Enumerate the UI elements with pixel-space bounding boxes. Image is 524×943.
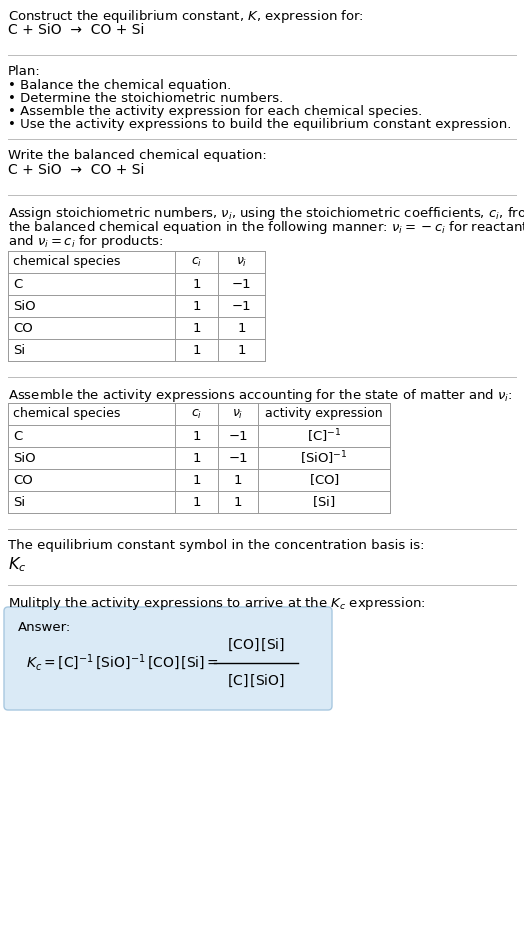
Text: $c_i$: $c_i$: [191, 256, 202, 269]
Text: 1: 1: [192, 322, 201, 335]
Text: SiO: SiO: [13, 452, 36, 465]
Text: Assemble the activity expressions accounting for the state of matter and $\nu_i$: Assemble the activity expressions accoun…: [8, 387, 512, 404]
Text: • Assemble the activity expression for each chemical species.: • Assemble the activity expression for e…: [8, 105, 422, 118]
Text: Construct the equilibrium constant, $K$, expression for:: Construct the equilibrium constant, $K$,…: [8, 8, 364, 25]
Text: 1: 1: [192, 473, 201, 487]
Text: The equilibrium constant symbol in the concentration basis is:: The equilibrium constant symbol in the c…: [8, 539, 424, 552]
Text: Mulitply the activity expressions to arrive at the $K_c$ expression:: Mulitply the activity expressions to arr…: [8, 595, 426, 612]
Text: 1: 1: [192, 343, 201, 356]
Text: 1: 1: [192, 277, 201, 290]
Text: $K_c$: $K_c$: [8, 555, 26, 573]
Text: 1: 1: [192, 495, 201, 508]
Text: 1: 1: [192, 452, 201, 465]
Text: Si: Si: [13, 495, 25, 508]
Text: C: C: [13, 277, 22, 290]
Text: 1: 1: [237, 322, 246, 335]
Text: 1: 1: [237, 343, 246, 356]
Text: 1: 1: [192, 429, 201, 442]
Text: $[\mathrm{Si}]$: $[\mathrm{Si}]$: [312, 494, 336, 509]
Text: −1: −1: [228, 452, 248, 465]
Text: $K_c = [\mathrm{C}]^{-1}\,[\mathrm{SiO}]^{-1}\,[\mathrm{CO}]\,[\mathrm{Si}] = $: $K_c = [\mathrm{C}]^{-1}\,[\mathrm{SiO}]…: [26, 653, 219, 673]
Text: $[\mathrm{C}]\,[\mathrm{SiO}]$: $[\mathrm{C}]\,[\mathrm{SiO}]$: [227, 673, 285, 689]
Text: $[\mathrm{CO}]$: $[\mathrm{CO}]$: [309, 472, 340, 488]
Text: Assign stoichiometric numbers, $\nu_i$, using the stoichiometric coefficients, $: Assign stoichiometric numbers, $\nu_i$, …: [8, 205, 524, 222]
Text: 1: 1: [234, 473, 242, 487]
Text: $[\mathrm{SiO}]^{-1}$: $[\mathrm{SiO}]^{-1}$: [300, 449, 348, 467]
FancyBboxPatch shape: [4, 607, 332, 710]
Text: −1: −1: [232, 277, 252, 290]
Text: Write the balanced chemical equation:: Write the balanced chemical equation:: [8, 149, 267, 162]
Text: chemical species: chemical species: [13, 256, 121, 269]
Text: • Use the activity expressions to build the equilibrium constant expression.: • Use the activity expressions to build …: [8, 118, 511, 131]
Text: activity expression: activity expression: [265, 407, 383, 421]
Text: $[\mathrm{C}]^{-1}$: $[\mathrm{C}]^{-1}$: [307, 427, 341, 445]
Text: • Determine the stoichiometric numbers.: • Determine the stoichiometric numbers.: [8, 92, 283, 105]
Text: C + SiO  →  CO + Si: C + SiO → CO + Si: [8, 23, 145, 37]
Text: • Balance the chemical equation.: • Balance the chemical equation.: [8, 79, 231, 92]
Text: Si: Si: [13, 343, 25, 356]
Text: Answer:: Answer:: [18, 621, 71, 634]
Text: CO: CO: [13, 322, 32, 335]
Text: −1: −1: [232, 300, 252, 312]
Text: $c_i$: $c_i$: [191, 407, 202, 421]
Text: 1: 1: [234, 495, 242, 508]
Text: $\nu_i$: $\nu_i$: [232, 407, 244, 421]
Text: the balanced chemical equation in the following manner: $\nu_i = -c_i$ for react: the balanced chemical equation in the fo…: [8, 219, 524, 236]
Text: C + SiO  →  CO + Si: C + SiO → CO + Si: [8, 163, 145, 177]
Text: SiO: SiO: [13, 300, 36, 312]
Text: and $\nu_i = c_i$ for products:: and $\nu_i = c_i$ for products:: [8, 233, 163, 250]
Text: CO: CO: [13, 473, 32, 487]
Text: Plan:: Plan:: [8, 65, 41, 78]
Text: chemical species: chemical species: [13, 407, 121, 421]
Text: $\nu_i$: $\nu_i$: [236, 256, 247, 269]
Text: −1: −1: [228, 429, 248, 442]
Text: $[\mathrm{CO}]\,[\mathrm{Si}]$: $[\mathrm{CO}]\,[\mathrm{Si}]$: [227, 637, 285, 653]
Text: 1: 1: [192, 300, 201, 312]
Text: C: C: [13, 429, 22, 442]
